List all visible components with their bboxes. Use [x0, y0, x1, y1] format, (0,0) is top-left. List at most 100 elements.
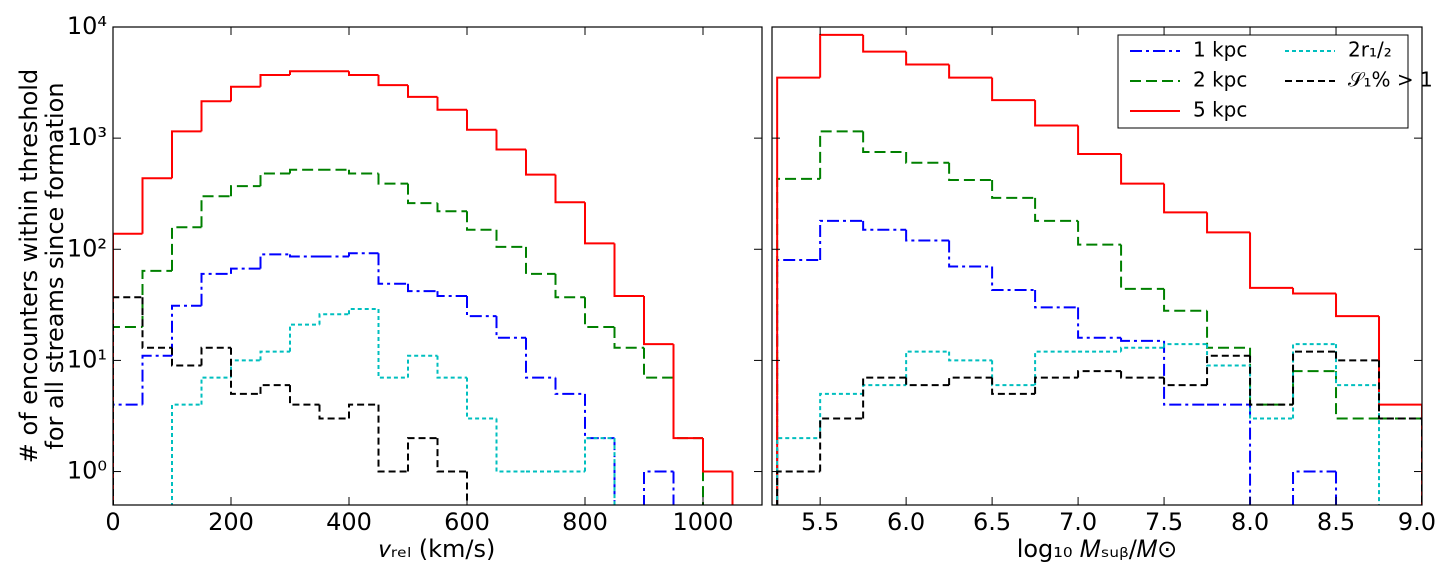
x-tick-label: 7.5 — [1145, 508, 1183, 536]
histogram-step — [171, 304, 202, 356]
histogram-step — [584, 437, 615, 472]
histogram-step — [1034, 376, 1079, 394]
histogram-step — [905, 152, 950, 164]
histogram-step — [948, 64, 993, 79]
histogram-step — [643, 295, 674, 346]
x-tick-label: 9.0 — [1398, 508, 1436, 536]
histogram-step — [1335, 351, 1380, 362]
histogram-step — [436, 203, 467, 213]
axes-frame — [112, 26, 763, 506]
histogram-step — [436, 291, 467, 297]
histogram-step — [613, 326, 644, 349]
histogram-step — [141, 297, 172, 349]
histogram-step — [776, 470, 821, 505]
histogram-step — [905, 229, 950, 242]
histogram-step — [230, 85, 261, 102]
histogram-step — [1034, 197, 1079, 222]
histogram-step — [289, 70, 320, 75]
histogram-step — [200, 195, 231, 228]
histogram-step — [200, 272, 231, 306]
plot-area — [113, 70, 734, 505]
histogram-step — [230, 347, 261, 395]
histogram-step — [819, 219, 864, 261]
histogram-step — [991, 180, 1036, 199]
histogram-step — [495, 229, 526, 248]
histogram-step — [1249, 355, 1294, 406]
legend-label: 2r₁/₂ — [1348, 38, 1392, 62]
axes-frame — [771, 26, 1423, 506]
histogram-step — [171, 403, 202, 505]
histogram-step — [1292, 370, 1337, 405]
histogram-step — [1120, 244, 1165, 290]
histogram-step — [466, 211, 497, 231]
histogram-step — [905, 377, 950, 387]
legend-label: 1 kpc — [1193, 38, 1247, 62]
y-axis-label: for all streams since formation — [41, 82, 69, 449]
histogram-step — [289, 385, 320, 406]
histogram-step — [1249, 232, 1294, 289]
histogram-step — [171, 347, 202, 367]
x-axis-label: 𝑣ᵣₑₗ (km/s) — [380, 535, 496, 563]
x-tick-label: 8.5 — [1317, 508, 1355, 536]
histogram-step — [948, 240, 993, 268]
histogram-step — [495, 316, 526, 339]
histogram-step — [436, 438, 467, 473]
histogram-step — [584, 297, 615, 328]
x-axis-label: log₁₀ 𝑀ₛᵤᵦ/𝑀⊙ — [1017, 535, 1178, 563]
histogram-step — [819, 130, 864, 179]
histogram-step — [1034, 350, 1079, 386]
histogram-step — [1249, 347, 1294, 406]
x-tick-label: 6.5 — [973, 508, 1011, 536]
histogram-step — [377, 309, 408, 379]
histogram-step — [1163, 288, 1208, 312]
histogram-step — [436, 96, 467, 111]
histogram-step — [377, 253, 408, 285]
x-tick-label: 600 — [444, 508, 490, 536]
histogram-step — [348, 252, 379, 257]
histogram-step — [1077, 220, 1122, 246]
histogram-step — [1335, 371, 1380, 420]
histogram-step — [991, 77, 1036, 102]
histogram-step — [141, 354, 172, 405]
histogram-step — [1335, 293, 1380, 318]
histogram-step — [613, 243, 644, 297]
histogram-step — [862, 34, 907, 53]
histogram-step — [259, 73, 290, 87]
histogram-step — [1206, 310, 1251, 349]
histogram-step — [1120, 337, 1165, 342]
histogram-step — [113, 296, 143, 505]
y-tick-label: 10³ — [67, 123, 107, 151]
histogram-step — [1206, 354, 1251, 386]
histogram-step — [525, 246, 556, 275]
histogram-step — [1249, 365, 1294, 420]
histogram-step — [466, 295, 497, 318]
histogram-step — [554, 273, 585, 299]
x-tick-label: 6.0 — [887, 508, 925, 536]
y-tick-label: 10¹ — [67, 345, 107, 373]
histogram-step — [171, 226, 202, 271]
histogram-step — [200, 100, 231, 132]
histogram-step — [776, 177, 821, 505]
histogram-step — [1292, 343, 1337, 419]
x-tick-label: 1000 — [672, 508, 733, 536]
histogram-step — [862, 384, 907, 394]
histogram-step — [348, 403, 379, 419]
histogram-step — [259, 384, 290, 394]
histogram-step — [948, 351, 993, 362]
histogram-step — [466, 109, 497, 131]
histogram-step — [584, 393, 615, 440]
histogram-step — [436, 355, 467, 379]
histogram-step — [1206, 344, 1251, 367]
histogram-step — [348, 169, 379, 175]
histogram-step — [1292, 350, 1337, 405]
histogram-step — [1077, 307, 1122, 339]
histogram-step — [318, 313, 349, 325]
histogram-step — [643, 347, 674, 379]
histogram-step — [259, 350, 290, 361]
histogram-step — [672, 344, 703, 440]
histogram-step — [230, 267, 261, 274]
histogram-step — [113, 325, 143, 505]
y-tick-label: 10⁰ — [67, 457, 107, 485]
histogram-step — [141, 177, 172, 234]
histogram-step — [377, 173, 408, 185]
